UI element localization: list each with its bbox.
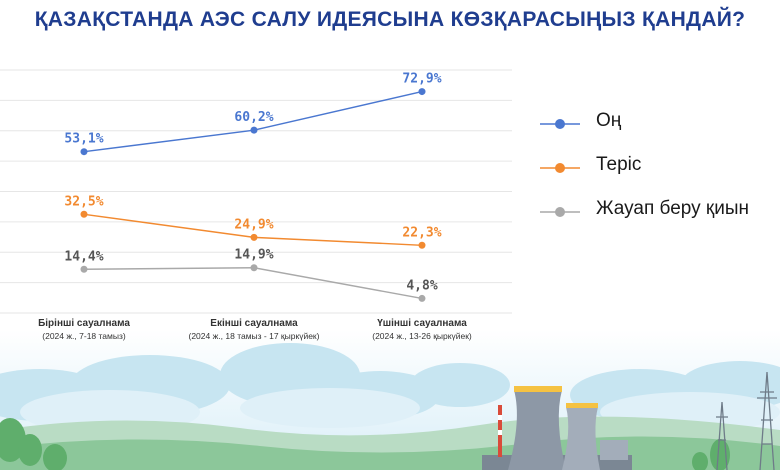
background-scene [0, 330, 780, 470]
gridlines [0, 69, 512, 314]
x-tick-label: Бірінші сауалнама (2024 ж., 7-18 тамыз) [0, 318, 184, 341]
power-pylons [716, 371, 777, 470]
category-name: Бірінші сауалнама [38, 318, 130, 329]
legend-item-positive: Оң [540, 110, 770, 154]
data-point [418, 294, 426, 302]
series-1: 53,1% 60,2% 72,9% [64, 72, 442, 156]
category-name: Екінші сауалнама [210, 318, 298, 329]
chart-title: ҚАЗАҚСТАНДА АЭС САЛУ ИДЕЯСЫНА КӨЗҚАРАСЫҢ… [34, 8, 746, 31]
data-label: 32,5% [64, 194, 103, 209]
data-point [250, 233, 258, 241]
data-point [418, 241, 426, 249]
category-date: (2024 ж., 18 тамыз - 17 қыркүйек) [188, 331, 320, 341]
legend-label: Теріс [596, 154, 642, 175]
data-point [80, 210, 88, 218]
category-date: (2024 ж., 7-18 тамыз) [42, 331, 126, 341]
legend-marker [540, 207, 580, 217]
data-point [250, 264, 258, 272]
plant-building [600, 440, 628, 460]
x-tick-label: Екінші сауалнама (2024 ж., 18 тамыз - 17… [154, 318, 354, 341]
legend: Оң Теріс Жауап беру қиын [540, 110, 770, 242]
category-date: (2024 ж., 13-26 қыркүйек) [372, 331, 472, 341]
legend-marker [540, 119, 580, 129]
category-name: Үшінші сауалнама [377, 318, 467, 329]
data-point [80, 148, 88, 156]
plot-area: 53,1% 60,2% 72,9% 32,5% 24,9% 22,3% 14,4% 14,9%… [64, 72, 442, 302]
series-3: 14,4% 14,9% 4,8% [64, 248, 438, 302]
data-label: 72,9% [402, 72, 441, 87]
data-label: 14,4% [64, 249, 103, 264]
data-point [418, 88, 426, 96]
legend-label: Жауап беру қиын [596, 198, 749, 219]
data-label: 24,9% [234, 217, 273, 232]
data-label: 53,1% [64, 132, 103, 147]
data-point [80, 265, 88, 273]
data-label: 60,2% [234, 110, 273, 125]
legend-marker [540, 163, 580, 173]
legend-label: Оң [596, 110, 622, 131]
cooling-tower-small [562, 407, 600, 470]
data-label: 22,3% [402, 225, 441, 240]
x-tick-label: Үшінші сауалнама (2024 ж., 13-26 қыркүйе… [322, 318, 522, 341]
data-point [250, 126, 258, 134]
data-label: 14,9% [234, 248, 273, 263]
data-label: 4,8% [406, 278, 437, 293]
cooling-tower-large [508, 390, 566, 470]
legend-item-hard-to-answer: Жауап беру қиын [540, 198, 770, 242]
series-2: 32,5% 24,9% 22,3% [64, 194, 442, 249]
nuclear-plant-illustration [482, 386, 632, 470]
legend-item-negative: Теріс [540, 154, 770, 198]
